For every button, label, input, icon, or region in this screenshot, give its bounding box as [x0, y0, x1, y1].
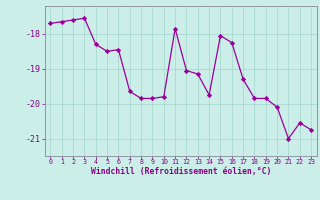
- X-axis label: Windchill (Refroidissement éolien,°C): Windchill (Refroidissement éolien,°C): [91, 167, 271, 176]
